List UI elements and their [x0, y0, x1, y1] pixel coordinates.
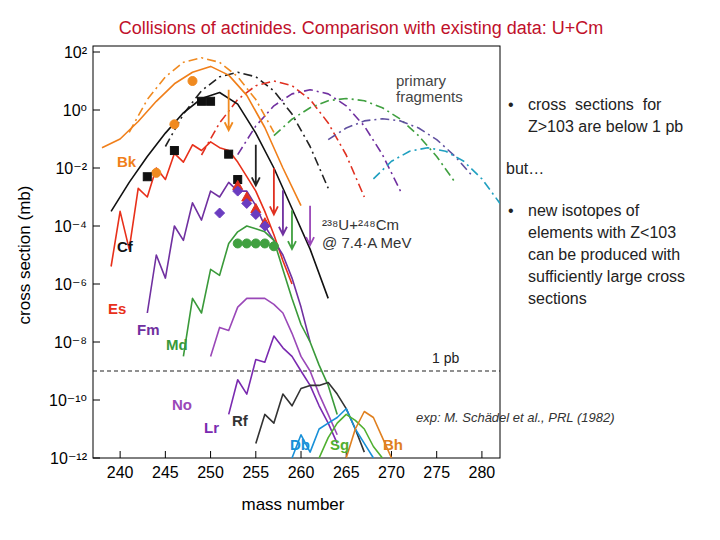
fragments-label: primary	[396, 72, 447, 89]
note-line: Z>103 are below 1 pb	[528, 118, 683, 135]
note-line: but…	[506, 160, 544, 177]
arrow	[306, 206, 314, 245]
source: exp: M. Schädel et al., PRL (1982)	[416, 410, 614, 425]
x-tick-label: 255	[242, 464, 269, 481]
note-line: cross sections for	[528, 96, 662, 113]
plot-frame	[93, 46, 500, 458]
series-label: Lr	[204, 419, 219, 436]
chart: Collisions of actinides. Comparison with…	[0, 0, 720, 540]
y-tick-label: 10⁻¹⁰	[49, 392, 87, 409]
experiment-point	[251, 209, 261, 219]
y-tick-label: 10⁰	[63, 102, 87, 119]
x-tick-label: 240	[107, 464, 134, 481]
arrow	[288, 210, 296, 249]
series-label: No	[172, 396, 192, 413]
experiment-point	[170, 147, 178, 155]
series-line	[256, 383, 364, 453]
experiment-point	[233, 239, 242, 248]
title: Collisions of actinides. Comparison with…	[119, 18, 604, 38]
arrow	[279, 190, 287, 234]
experiment-point	[215, 208, 225, 218]
x-tick-label: 275	[423, 464, 450, 481]
series-line	[102, 66, 301, 205]
series-label: Rf	[232, 412, 249, 429]
x-tick-label: 270	[378, 464, 405, 481]
y-tick-label: 10⁻¹²	[50, 450, 88, 467]
y-tick	[93, 284, 100, 285]
series-label: Es	[108, 300, 126, 317]
y-tick	[93, 342, 100, 343]
experiment-point	[251, 239, 260, 248]
series-line	[319, 414, 382, 458]
arrow	[225, 90, 233, 131]
x-tick-label: 250	[197, 464, 224, 481]
series-label: Fm	[137, 321, 160, 338]
series-label: Md	[166, 336, 188, 353]
experiment-point	[269, 242, 278, 251]
note-line: elements with Z<103	[528, 224, 676, 241]
x-tick	[255, 451, 256, 458]
fragment-line	[202, 81, 365, 197]
experiment-point	[242, 239, 251, 248]
x-tick	[481, 451, 482, 458]
fragment-line	[274, 99, 455, 183]
y-tick-label: 10⁻⁸	[54, 334, 87, 351]
note-line: new isotopes of	[528, 202, 640, 219]
x-axis-label: mass number	[242, 495, 345, 514]
y-tick	[93, 226, 100, 227]
note-bullet: •	[508, 202, 514, 219]
reference-line	[93, 370, 500, 371]
note-line: sections	[528, 290, 587, 307]
note-line: sufficiently large cross	[528, 268, 685, 285]
fragment-line	[373, 148, 500, 204]
arrow	[252, 145, 260, 186]
experiment-point	[260, 239, 269, 248]
series-line	[211, 298, 338, 434]
series-label: Db	[290, 436, 310, 453]
note-bullet: •	[508, 96, 514, 113]
x-tick-label: 280	[469, 464, 496, 481]
series-line	[111, 142, 292, 284]
series-label: Bk	[117, 153, 137, 170]
experiment-point	[198, 97, 206, 105]
y-tick-label: 10⁻²	[55, 160, 87, 177]
y-tick	[93, 52, 100, 53]
y-tick-label: 10²	[64, 44, 88, 61]
experiment-point	[233, 186, 243, 196]
experiment-point	[225, 150, 233, 158]
reference-label: 1 pb	[432, 350, 459, 366]
note-line: can be produced with	[528, 246, 680, 263]
experiment-point	[170, 120, 179, 129]
y-tick	[93, 400, 100, 401]
reaction-label: ²³⁸U+²⁴⁸Cm	[322, 216, 399, 233]
fragment-line	[328, 119, 473, 177]
plot-marks	[93, 58, 500, 458]
fragment-line	[165, 72, 328, 188]
experiment-point	[152, 168, 161, 177]
x-tick-label: 265	[333, 464, 360, 481]
experiment-point	[143, 173, 151, 181]
x-tick-label: 260	[288, 464, 315, 481]
series-label: Cf	[117, 238, 134, 255]
y-tick-label: 10⁻⁴	[54, 218, 87, 235]
experiment-point	[260, 221, 270, 231]
x-tick	[120, 451, 121, 458]
arrow	[270, 168, 278, 214]
x-tick	[210, 451, 211, 458]
experiment-point	[188, 77, 197, 86]
y-tick	[93, 110, 100, 111]
series-label: Sg	[330, 436, 349, 453]
experiment-point	[207, 97, 215, 105]
x-tick	[165, 451, 166, 458]
experiment-point	[242, 198, 252, 208]
series-label: Bh	[383, 436, 403, 453]
y-tick	[93, 458, 100, 459]
y-tick-label: 10⁻⁶	[54, 276, 87, 293]
fragments-label: fragments	[396, 88, 463, 105]
y-tick	[93, 168, 100, 169]
reaction-label: @ 7.4·A MeV	[322, 234, 411, 251]
x-tick	[436, 451, 437, 458]
y-axis-label: cross section (mb)	[15, 186, 34, 325]
x-tick-label: 245	[152, 464, 179, 481]
